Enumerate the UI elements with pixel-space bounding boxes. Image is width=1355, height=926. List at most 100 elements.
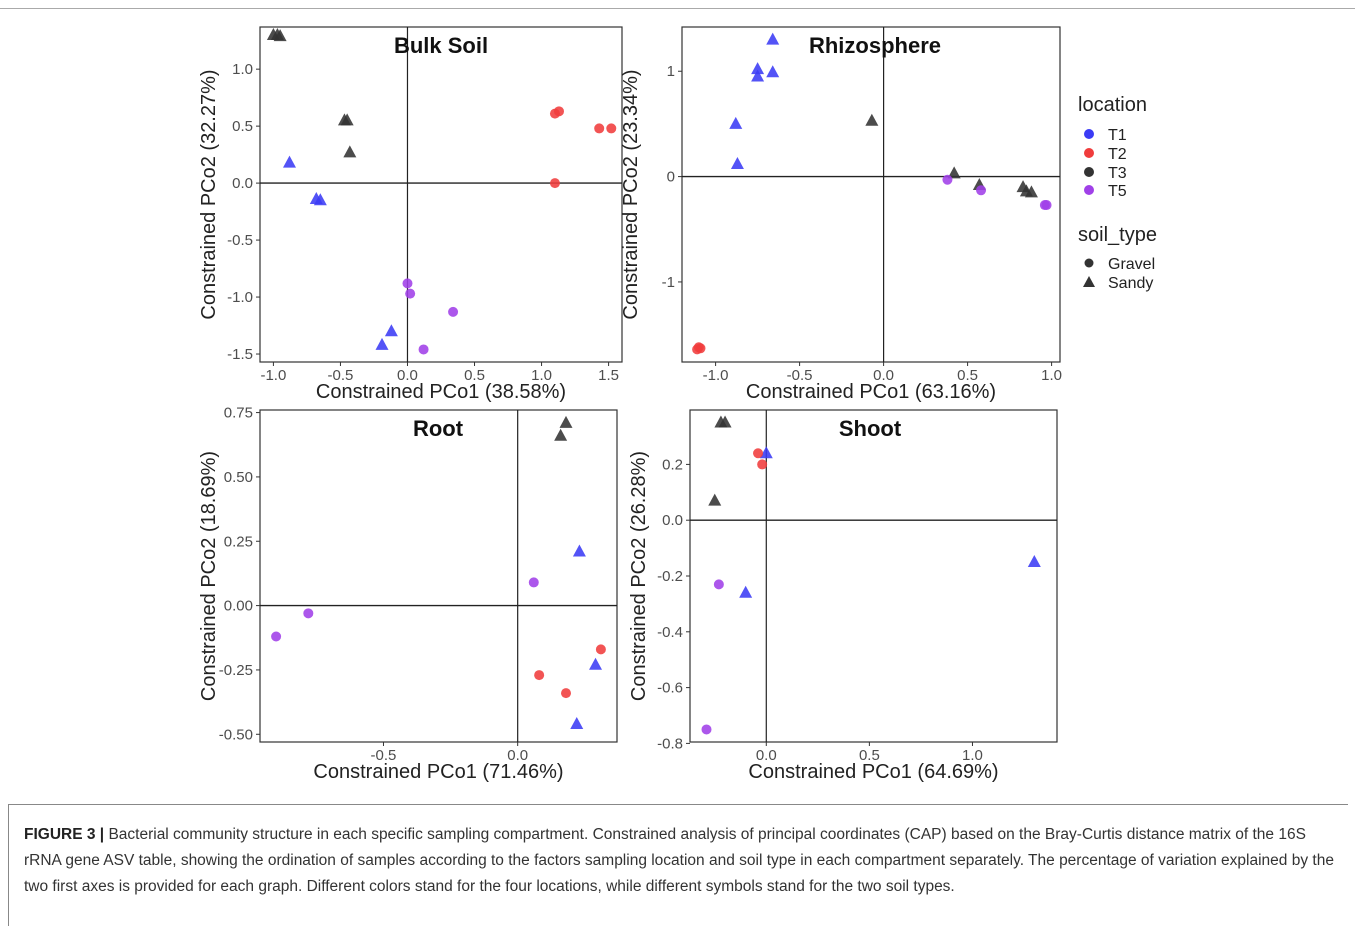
rhizosphere-plot-frame [681,26,1061,363]
top-rule [0,8,1355,9]
rhizosphere-point-t2-gravel [692,344,703,355]
shoot-ytick-label: 0.0 [662,512,683,529]
bulk-soil-point-t5-gravel [402,278,413,289]
rhizosphere-point-t1-sandy [730,156,744,169]
bulk-soil-point-t3-sandy [273,29,287,42]
bulk-soil-ytick-label: -1.0 [227,289,253,306]
bulk-soil-plot-frame [259,26,623,363]
bulk-soil-point-t2-gravel [553,106,564,117]
bulk-soil-point-t1-sandy [375,337,389,350]
panel-bulk-soil: -1.0 -0.5 0.0 0.5 1.0 1.5 -1.5 -1.0 -0.5 0.0 0.5 1.… [198,26,623,403]
root-panel-title: Root [413,416,464,441]
shoot-point-t1-sandy [759,446,773,459]
legend-soil-item-gravel: Gravel [1084,256,1155,273]
rhizosphere-point-t1-sandy [729,116,743,129]
shoot-point-t5-gravel [701,724,712,735]
rhizosphere-xtick-label: 0.5 [957,367,978,384]
shoot-y-axis-label: Constrained PCo2 (26.28%) [628,451,650,701]
legend-location-item-t3: T3 [1084,165,1127,182]
bulk-soil-ytick-label: 0.0 [232,175,253,192]
legend-t3-swatch [1084,167,1094,177]
caption-frame [8,804,1348,926]
rhizosphere-ytick-label: -1 [662,274,675,291]
legend-location-item-t2: T2 [1084,146,1127,163]
legend-t1-swatch [1084,129,1094,139]
bulk-soil-point-t3-sandy [340,113,354,126]
bulk-soil-x-axis-label: Constrained PCo1 (38.58%) [316,381,566,403]
shoot-ytick-label: -0.6 [657,680,683,697]
root-point-t5-gravel [528,577,539,588]
bulk-soil-point-t5-gravel [405,288,416,299]
panel-shoot: 0.0 0.5 1.0 -0.8 -0.6 -0.4 -0.2 0.0 0.2 Constrain… [628,409,1058,783]
root-point-t2-gravel [561,688,571,699]
figure-caption: FIGURE 3 | Bacterial community structure… [24,822,1334,900]
legend-gravel-label: Gravel [1108,256,1155,273]
rhizosphere-xtick-label: -0.5 [787,367,813,384]
legend-gravel-swatch [1084,258,1094,268]
caption-text: Bacterial community structure in each sp… [24,826,1334,895]
root-x-axis-label: Constrained PCo1 (71.46%) [313,761,563,783]
root-point-t3-sandy [559,415,573,428]
legend-sandy-label: Sandy [1108,275,1153,292]
bulk-soil-point-t3-sandy [343,145,357,158]
rhizosphere-xtick-label: 0.0 [873,367,894,384]
shoot-ytick-label: 0.2 [662,456,683,473]
bulk-soil-ytick-label: -1.5 [227,346,253,363]
root-ytick-label: -0.50 [219,726,253,743]
rhizosphere-xtick-label: 1.0 [1041,367,1062,384]
bulk-soil-xtick-label: 0.0 [397,367,418,384]
root-ytick-label: 0.00 [224,598,253,615]
bulk-soil-point-t5-gravel [448,306,459,317]
root-point-t2-gravel [534,670,545,681]
shoot-point-t1-sandy [739,585,753,598]
legend-location-item-t5: T5 [1084,183,1127,200]
shoot-xtick-label: 0.0 [756,747,777,764]
root-ytick-label: 0.75 [224,405,253,422]
caption-label: FIGURE 3 | [24,826,105,843]
shoot-point-t5-gravel [713,579,724,590]
legend-location-title: location [1078,94,1147,116]
legend-t1-label: T1 [1108,127,1127,144]
panels: -1.0 -0.5 0.0 0.5 1.0 1.5 -1.5 -1.0 -0.5 0.0 0.5 1.… [198,26,1062,783]
root-point-t1-sandy [572,544,586,557]
bulk-soil-xtick-label: -0.5 [328,367,354,384]
root-ytick-label: 0.50 [224,469,253,486]
rhizosphere-ytick-label: 1 [667,63,675,80]
panel-rhizosphere: -1.0 -0.5 0.0 0.5 1.0 -1 0 1 Constrained PCo1 (6… [620,26,1062,403]
rhizosphere-xtick-label: -1.0 [703,367,729,384]
bulk-soil-point-t1-sandy [384,324,398,337]
rhizosphere-ytick-label: 0 [667,169,675,186]
rhizosphere-point-t3-sandy [1024,185,1038,198]
legend-sandy-swatch [1083,276,1095,287]
shoot-ytick-label: -0.2 [657,568,683,585]
rhizosphere-point-t1-sandy [766,65,780,78]
shoot-plot-frame [689,409,1058,743]
rhizosphere-y-axis-label: Constrained PCo2 (23.34%) [620,69,642,319]
rhizosphere-point-t5-gravel [1041,200,1052,211]
legend-t2-label: T2 [1108,146,1127,163]
shoot-panel-title: Shoot [839,416,902,441]
bulk-soil-y-axis-label: Constrained PCo2 (32.27%) [198,69,220,319]
rhizosphere-point-t5-gravel [942,174,953,185]
rhizosphere-point-t1-sandy [766,32,780,45]
bulk-soil-panel-title: Bulk Soil [394,33,488,58]
shoot-xtick-label: 0.5 [859,747,880,764]
legend-soil-item-sandy: Sandy [1083,275,1153,292]
panel-root: -0.5 0.0 -0.50 -0.25 0.00 0.25 0.50 0.75 Constra… [198,405,618,783]
bulk-soil-xtick-label: 1.5 [598,367,619,384]
bulk-soil-point-t1-sandy [313,193,327,206]
root-point-t5-gravel [271,631,282,642]
root-ytick-label: 0.25 [224,533,253,550]
rhizosphere-point-t5-gravel [976,185,987,196]
legend: location T1 T2 T3 T5 soil_type Gravel Sa… [1078,94,1157,292]
bulk-soil-xtick-label: 0.5 [464,367,485,384]
legend-t3-label: T3 [1108,165,1127,182]
shoot-ytick-label: -0.8 [657,735,683,752]
rhizosphere-point-t1-sandy [751,62,765,75]
shoot-point-t2-gravel [757,459,768,470]
root-xtick-label: 0.0 [507,747,528,764]
root-plot-frame [259,409,618,743]
rhizosphere-panel-title: Rhizosphere [809,33,941,58]
bulk-soil-xtick-label: 1.0 [531,367,552,384]
